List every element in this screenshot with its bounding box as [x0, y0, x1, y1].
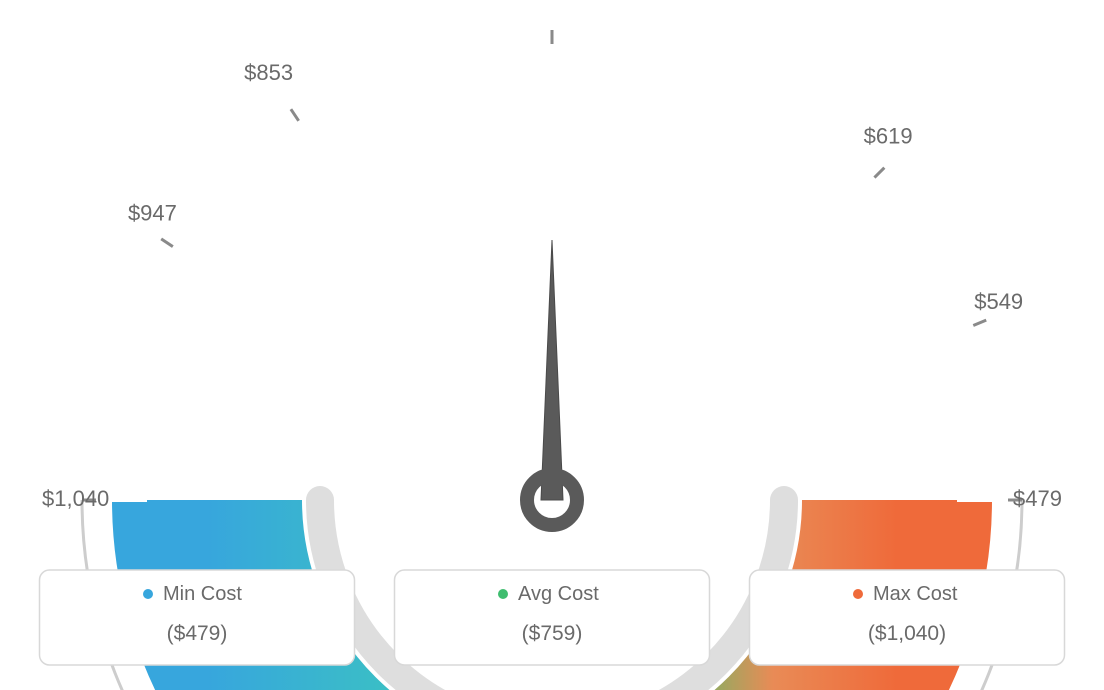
- legend-label: Min Cost: [163, 583, 242, 605]
- legend-box: Avg Cost ($759): [395, 570, 710, 665]
- gauge-tick-label: $479: [1013, 486, 1062, 511]
- legend-box: Min Cost ($479): [40, 570, 355, 665]
- gauge-tick-label: $619: [864, 123, 913, 148]
- cost-gauge-chart: $479$549$619$759$853$947$1,040Min Cost($…: [0, 0, 1104, 690]
- gauge-tick-label: $947: [128, 201, 177, 226]
- legend-dot: [143, 589, 153, 599]
- legend-label: Max Cost: [873, 583, 958, 605]
- legend-label: Avg Cost: [518, 583, 599, 605]
- gauge-needle: [541, 240, 563, 500]
- legend-value: ($1,040): [868, 622, 946, 645]
- legend-dot: [853, 589, 863, 599]
- legend-box: Max Cost ($1,040): [750, 570, 1065, 665]
- legend-value: ($759): [522, 622, 583, 645]
- gauge-tick-label: $853: [244, 60, 293, 85]
- gauge-tick-label: $549: [974, 289, 1023, 314]
- gauge-tick-label: $1,040: [42, 486, 109, 511]
- legend-value: ($479): [167, 622, 228, 645]
- legend-dot: [498, 589, 508, 599]
